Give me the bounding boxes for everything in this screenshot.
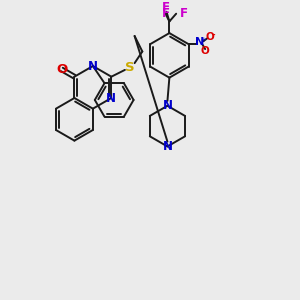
Text: O: O bbox=[206, 32, 214, 42]
Text: N: N bbox=[106, 92, 116, 104]
Text: F: F bbox=[180, 7, 188, 20]
Text: N: N bbox=[162, 140, 172, 153]
Text: S: S bbox=[125, 61, 135, 74]
Text: -: - bbox=[211, 31, 215, 40]
Text: N: N bbox=[88, 59, 98, 73]
Text: +: + bbox=[200, 38, 206, 44]
Text: O: O bbox=[201, 46, 209, 56]
Text: N: N bbox=[195, 37, 204, 47]
Text: F: F bbox=[161, 7, 169, 20]
Text: F: F bbox=[161, 2, 169, 14]
Text: N: N bbox=[162, 99, 172, 112]
Text: O: O bbox=[56, 63, 68, 76]
